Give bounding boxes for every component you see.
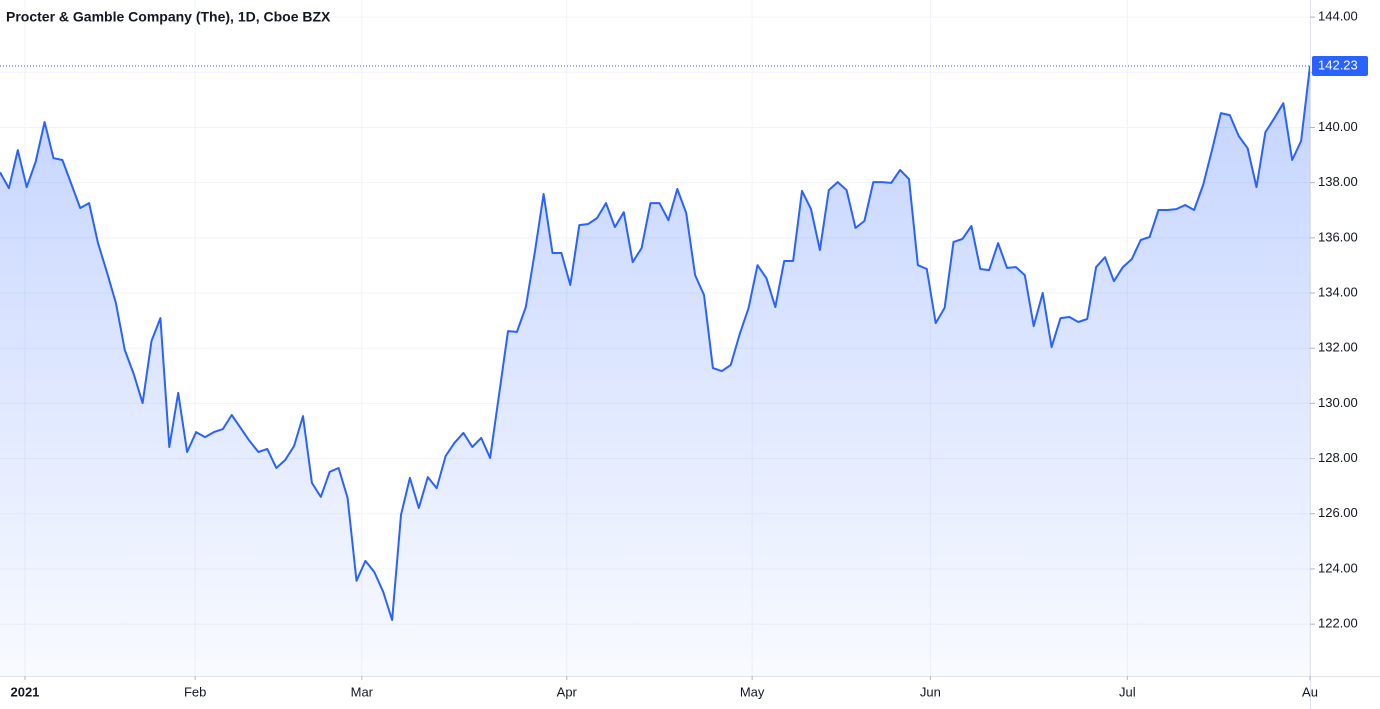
y-tick-label: 122.00 [1318,616,1358,631]
y-tick-label: 140.00 [1318,119,1358,134]
x-tick-label: Feb [184,684,206,699]
y-tick-label: 138.00 [1318,174,1358,189]
line [0,65,1311,621]
x-tick-label: Au [1302,684,1318,699]
y-tick-label: 144.00 [1318,9,1358,24]
last-price-box [1312,55,1368,76]
y-tick-label: 134.00 [1318,284,1358,299]
x-tick-label: Apr [557,684,578,699]
x-tick-label: May [740,684,765,699]
y-tick-label: 132.00 [1318,340,1358,355]
chart-title: Procter & Gamble Company (The), 1D, Cboe… [6,9,331,25]
x-tick-label: Jul [1119,684,1136,699]
x-tick-label: Jun [920,684,941,699]
x-tick-label: 2021 [10,684,39,699]
last-price-label: 142.23 [1318,57,1358,72]
y-tick-label: 126.00 [1318,505,1358,520]
x-tick-label: Mar [351,684,374,699]
area [0,65,1310,676]
price-axis-panel [1310,0,1380,709]
y-tick-label: 128.00 [1318,450,1358,465]
y-tick-label: 136.00 [1318,229,1358,244]
y-tick-label: 130.00 [1318,395,1358,410]
y-tick-label: 124.00 [1318,560,1358,575]
